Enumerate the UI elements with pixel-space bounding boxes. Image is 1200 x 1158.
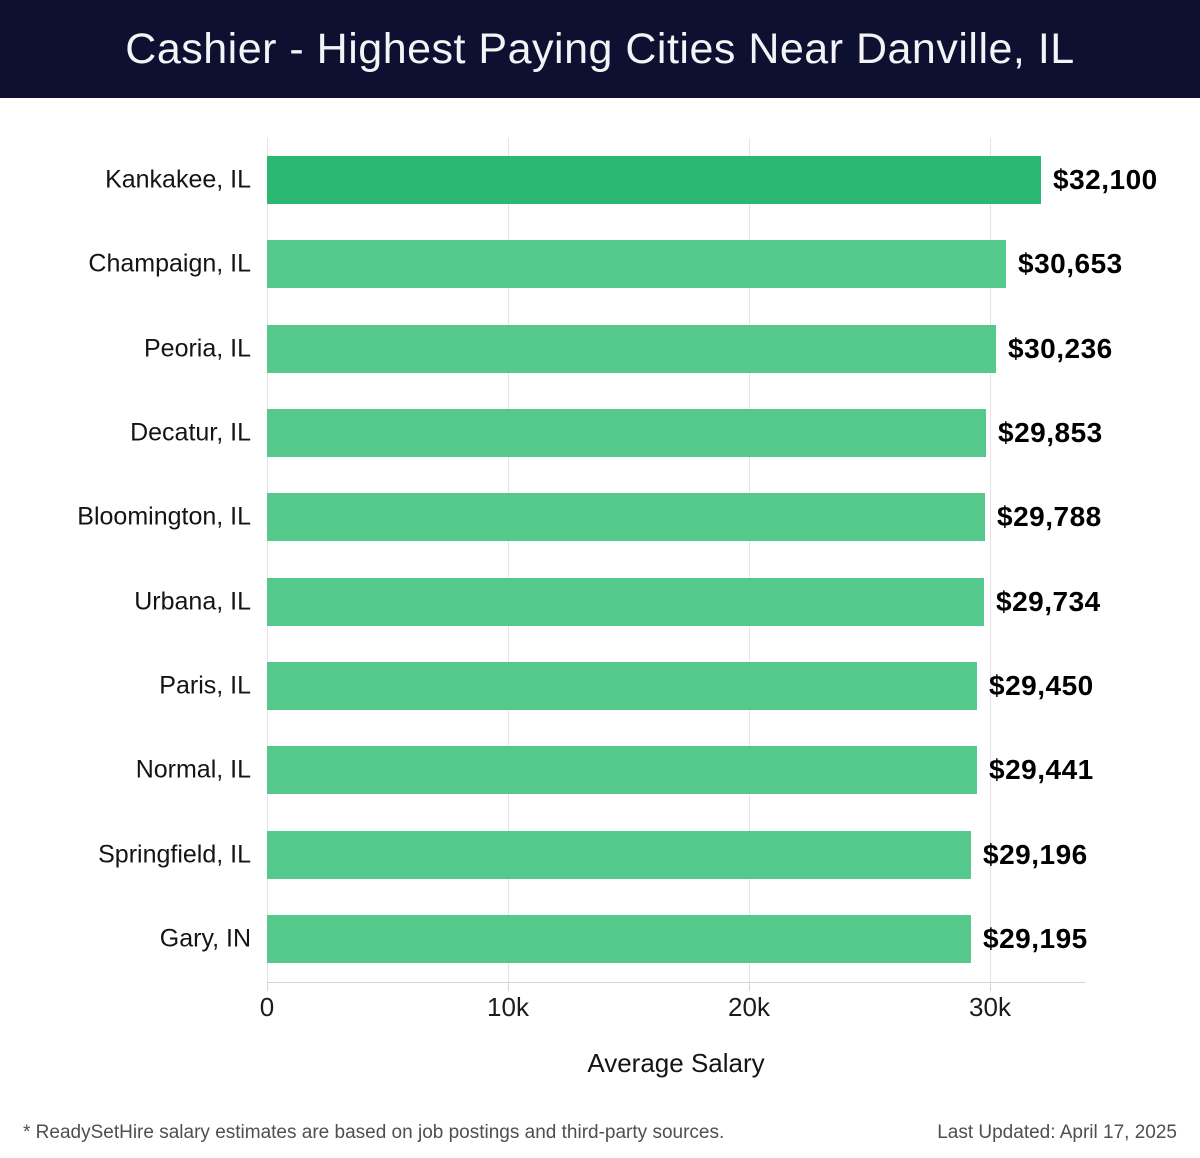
footer: * ReadySetHire salary estimates are base…: [0, 1122, 1200, 1144]
bar-row: Normal, IL $29,441: [0, 728, 1200, 812]
value-label: $29,788: [997, 501, 1102, 533]
x-tick-label: 10k: [487, 992, 529, 1022]
last-updated: Last Updated: April 17, 2025: [937, 1122, 1177, 1143]
gridline: [990, 138, 991, 984]
category-label: Urbana, IL: [134, 587, 251, 616]
category-label: Paris, IL: [159, 671, 251, 700]
category-label: Normal, IL: [135, 755, 251, 784]
bar-row: Paris, IL $29,450: [0, 644, 1200, 728]
x-tick-label: 30k: [969, 992, 1011, 1022]
salary-bar: [267, 915, 971, 964]
bar-row: Gary, IN $29,195: [0, 897, 1200, 981]
value-label: $32,100: [1053, 164, 1158, 196]
gridline: [749, 138, 750, 984]
bar-row: Kankakee, IL $32,100: [0, 138, 1200, 222]
salary-bar: [267, 156, 1041, 205]
category-label: Kankakee, IL: [105, 165, 251, 194]
value-label: $29,450: [989, 670, 1094, 702]
bar-chart: Kankakee, IL $32,100 Champaign, IL $30,653 P…: [0, 98, 1200, 1158]
category-label: Champaign, IL: [88, 249, 251, 278]
bar-row: Peoria, IL $30,236: [0, 307, 1200, 391]
tick-mark: [508, 982, 509, 991]
salary-bar: [267, 577, 984, 626]
chart-title: Cashier - Highest Paying Cities Near Dan…: [125, 24, 1075, 73]
salary-bar: [267, 746, 977, 795]
tick-mark: [267, 982, 268, 991]
value-label: $30,236: [1008, 332, 1113, 364]
source-note: * ReadySetHire salary estimates are base…: [23, 1122, 725, 1143]
category-label: Gary, IN: [159, 924, 251, 953]
value-label: $29,196: [983, 838, 1088, 870]
bar-row: Bloomington, IL $29,788: [0, 475, 1200, 559]
category-label: Peoria, IL: [143, 334, 251, 363]
salary-bar: [267, 409, 986, 458]
salary-bar: [267, 493, 985, 542]
x-tick-label: 20k: [728, 992, 770, 1022]
tick-mark: [749, 982, 750, 991]
salary-bar: [267, 662, 977, 711]
tick-mark: [990, 982, 991, 991]
value-label: $29,195: [983, 923, 1088, 955]
bar-row: Urbana, IL $29,734: [0, 560, 1200, 644]
category-label: Springfield, IL: [98, 840, 251, 869]
gridline: [267, 138, 268, 984]
category-label: Decatur, IL: [130, 418, 251, 447]
x-axis-title: Average Salary: [587, 1048, 765, 1078]
value-label: $29,853: [998, 417, 1103, 449]
bar-row: Springfield, IL $29,196: [0, 813, 1200, 897]
x-axis-line: [267, 982, 1085, 983]
salary-bar: [267, 240, 1006, 289]
bar-row: Champaign, IL $30,653: [0, 222, 1200, 306]
salary-bar: [267, 324, 996, 373]
value-label: $30,653: [1018, 248, 1123, 280]
value-label: $29,734: [996, 585, 1101, 617]
category-label: Bloomington, IL: [77, 502, 251, 531]
bar-rows: Kankakee, IL $32,100 Champaign, IL $30,653 P…: [0, 138, 1200, 981]
salary-bar: [267, 830, 971, 879]
header-bar: Cashier - Highest Paying Cities Near Dan…: [0, 0, 1200, 98]
bar-row: Decatur, IL $29,853: [0, 391, 1200, 475]
value-label: $29,441: [989, 754, 1094, 786]
x-tick-label: 0: [259, 992, 275, 1022]
gridline: [508, 138, 509, 984]
